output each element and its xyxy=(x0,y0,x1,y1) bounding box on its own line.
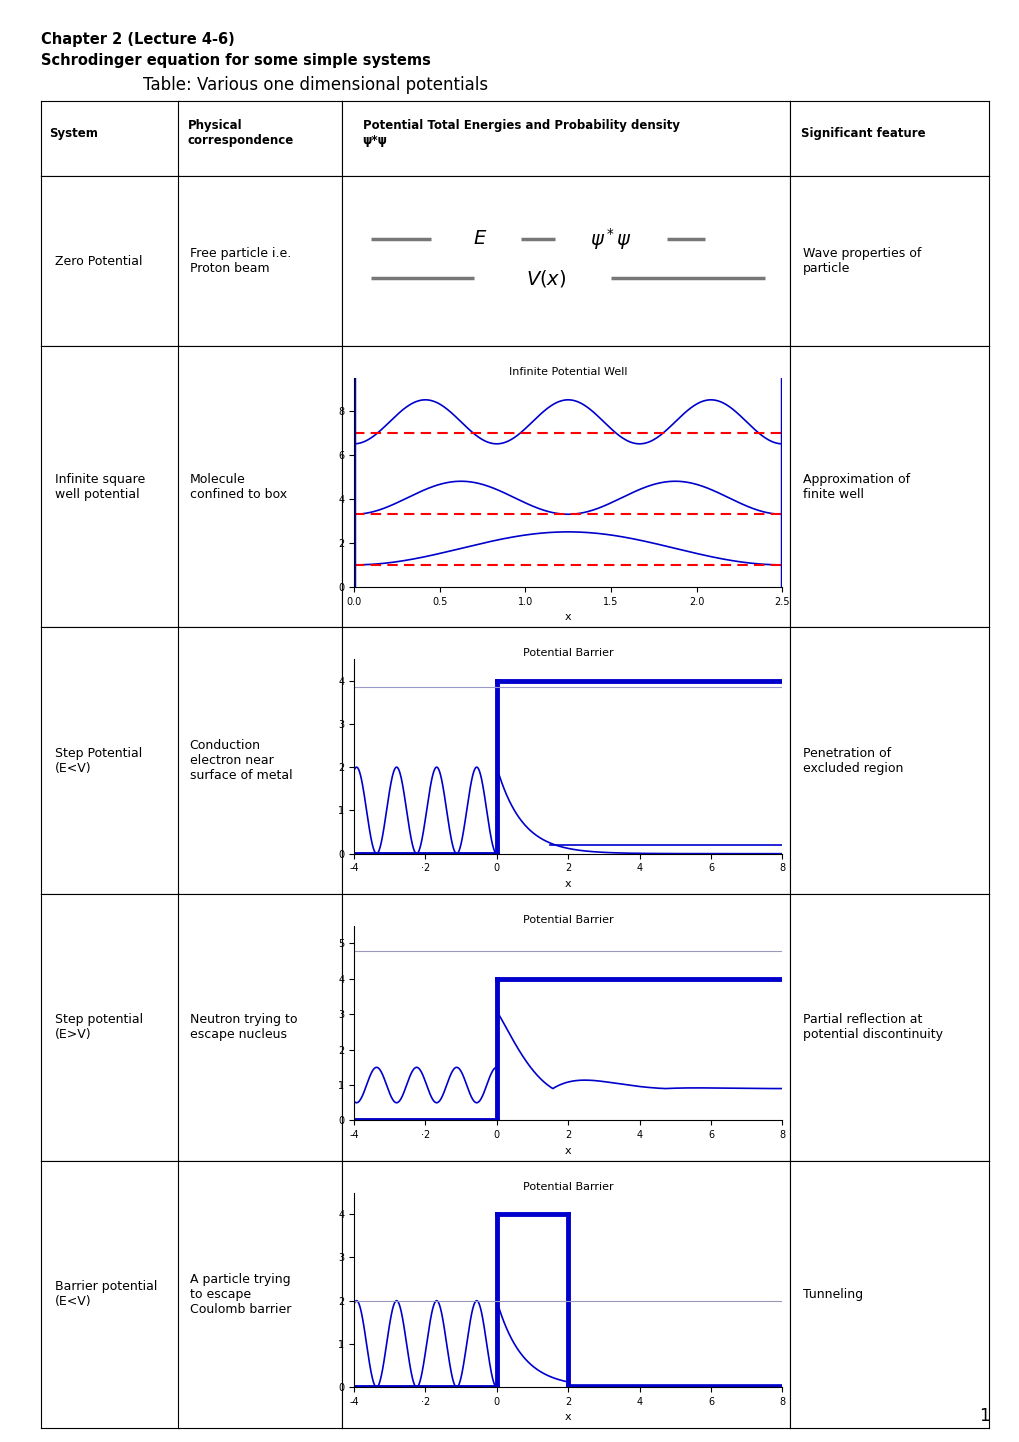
Text: Infinite square
well potential: Infinite square well potential xyxy=(54,473,145,500)
Text: $\psi^*\psi$: $\psi^*\psi$ xyxy=(590,226,631,252)
Title: Potential Barrier: Potential Barrier xyxy=(523,916,612,924)
Text: Tunneling: Tunneling xyxy=(803,1288,862,1301)
Text: Molecule
confined to box: Molecule confined to box xyxy=(190,473,286,500)
Text: Free particle i.e.
Proton beam: Free particle i.e. Proton beam xyxy=(190,247,290,275)
Text: Step potential
(E>V): Step potential (E>V) xyxy=(54,1014,143,1041)
Title: Potential Barrier: Potential Barrier xyxy=(523,649,612,658)
Text: Potential Total Energies and Probability density
ψ*ψ: Potential Total Energies and Probability… xyxy=(362,120,679,147)
Text: Penetration of
excluded region: Penetration of excluded region xyxy=(803,747,903,774)
Text: Zero Potential: Zero Potential xyxy=(54,254,142,268)
Title: Potential Barrier: Potential Barrier xyxy=(523,1182,612,1191)
X-axis label: x: x xyxy=(565,1146,571,1155)
Text: $V(x)$: $V(x)$ xyxy=(526,268,567,288)
Text: Schrodinger equation for some simple systems: Schrodinger equation for some simple sys… xyxy=(41,53,430,68)
Text: Wave properties of
particle: Wave properties of particle xyxy=(803,247,921,275)
Text: A particle trying
to escape
Coulomb barrier: A particle trying to escape Coulomb barr… xyxy=(190,1273,290,1315)
Text: Partial reflection at
potential discontinuity: Partial reflection at potential disconti… xyxy=(803,1014,943,1041)
Text: Approximation of
finite well: Approximation of finite well xyxy=(803,473,910,500)
Text: Physical
correspondence: Physical correspondence xyxy=(187,120,293,147)
Text: Neutron trying to
escape nucleus: Neutron trying to escape nucleus xyxy=(190,1014,297,1041)
Text: Significant feature: Significant feature xyxy=(801,127,925,140)
Text: Table: Various one dimensional potentials: Table: Various one dimensional potential… xyxy=(143,76,487,94)
X-axis label: x: x xyxy=(565,613,571,622)
Text: 1: 1 xyxy=(978,1407,988,1425)
X-axis label: x: x xyxy=(565,1413,571,1422)
Text: Step Potential
(E<V): Step Potential (E<V) xyxy=(54,747,142,774)
Text: $E$: $E$ xyxy=(473,231,487,248)
Text: Barrier potential
(E<V): Barrier potential (E<V) xyxy=(54,1280,157,1308)
X-axis label: x: x xyxy=(565,880,571,888)
Text: Conduction
electron near
surface of metal: Conduction electron near surface of meta… xyxy=(190,740,291,782)
Text: System: System xyxy=(49,127,98,140)
Text: Chapter 2 (Lecture 4-6): Chapter 2 (Lecture 4-6) xyxy=(41,32,234,46)
Title: Infinite Potential Well: Infinite Potential Well xyxy=(508,368,627,376)
